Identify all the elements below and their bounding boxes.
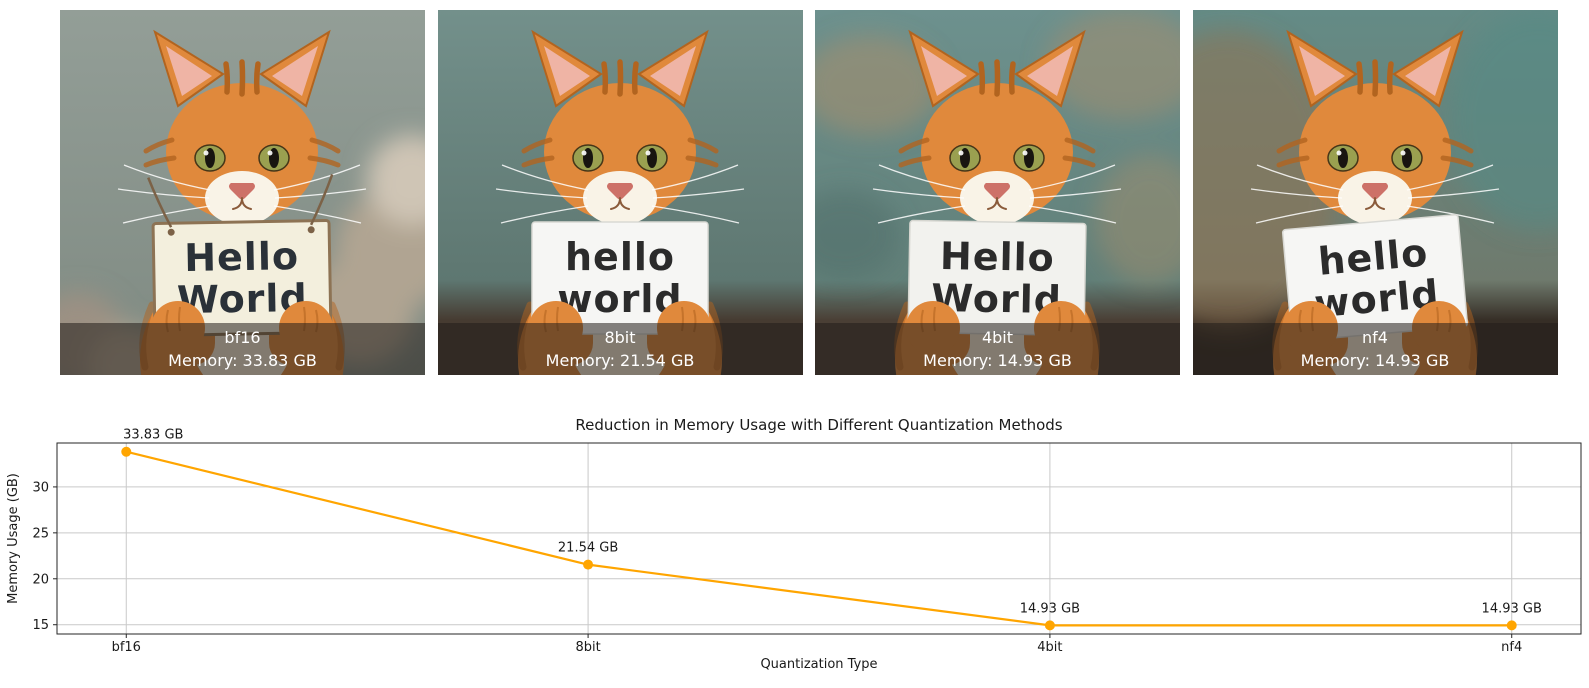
caption-memory: Memory: 14.93 GB [923,351,1072,370]
caption-memory: Memory: 14.93 GB [1300,351,1450,370]
cat-nose [606,183,633,200]
cat-eyes [194,144,290,172]
data-point-label: 21.54 GB [558,541,618,556]
data-point-label: 14.93 GB [1020,601,1080,616]
plot-border [56,442,1582,635]
image-panel-nf4: hello world nf4 Memory: 14.93 GB [1192,10,1558,375]
caption-quant-name: 4bit [981,328,1014,347]
gridlines [57,443,1581,634]
cat-nose [229,183,255,200]
y-axis-label-group: Memory Usage (GB) [6,473,21,604]
cat-photo-8bit: hello world [437,10,803,375]
sign-text-line1: hello [565,235,675,279]
x-tick-label: bf16 [112,640,141,655]
data-point-nf4 [1506,620,1517,631]
cat-eyes [571,144,668,172]
y-axis-label: Memory Usage (GB) [6,473,21,604]
cat-whiskers [872,164,1122,224]
cat-eyes [949,144,1045,172]
cat-nose [984,183,1010,200]
memory-usage-chart: Reduction in Memory Usage with Different… [0,400,1589,688]
data-point-4bit [1044,620,1055,631]
memory-line-series [126,450,1512,627]
data-point-label: 14.93 GB [1482,601,1542,616]
x-axis-label: Quantization Type [760,657,877,672]
cat-whiskers [1250,164,1499,224]
chart-title: Reduction in Memory Usage with Different… [575,416,1062,434]
cat-whiskers [495,164,744,224]
caption-memory: Memory: 21.54 GB [545,351,695,370]
image-grid: Hello World bf16 Memory: 33.83 GB [60,10,1558,375]
data-points: 33.83 GB 21.54 GB 14.93 GB 14.93 GB [121,428,1542,631]
hello-world-sign: hello world [530,221,709,335]
cat-head [921,83,1073,221]
sign-text-line1: Hello [184,234,299,280]
x-tick-label: 4bit [1037,640,1062,655]
image-panel-4bit: Hello World 4bit Memory: 14.93 GB [815,10,1180,375]
cat-photo-bf16: Hello World [60,10,425,375]
image-panel-bf16: Hello World bf16 Memory: 33.83 GB [60,10,425,375]
caption-quant-name: nf4 [1362,328,1388,347]
data-point-label: 33.83 GB [123,428,183,443]
y-tick-label: 30 [32,480,49,495]
data-point-8bit [583,559,594,570]
caption-nf4: nf4 Memory: 14.93 GB [1192,323,1558,375]
hello-world-sign: Hello World [907,219,1087,337]
caption-bf16: bf16 Memory: 33.83 GB [60,323,425,375]
cat-photo-4bit: Hello World [815,10,1180,375]
image-panel-8bit: hello world 8bit Memory: 21.54 GB [437,10,803,375]
data-point-bf16 [121,446,132,457]
axis-ticks: 15 20 25 30 bf16 8bit 4bit nf4 [32,480,1522,655]
cat-head [543,83,696,221]
sign-text-line1: Hello [940,234,1055,280]
caption-8bit: 8bit Memory: 21.54 GB [437,323,803,375]
y-tick-label: 20 [32,572,49,587]
cat-head [166,83,318,221]
caption-quant-name: bf16 [224,328,261,347]
x-tick-label: nf4 [1501,640,1522,655]
caption-memory: Memory: 33.83 GB [168,351,317,370]
cat-head [1298,83,1451,221]
caption-4bit: 4bit Memory: 14.93 GB [815,323,1180,375]
cat-photo-nf4: hello world [1192,10,1558,375]
y-tick-label: 25 [32,526,49,541]
cat-nose [1361,183,1388,200]
x-tick-label: 8bit [575,640,600,655]
caption-quant-name: 8bit [604,328,636,347]
memory-chart-svg: Reduction in Memory Usage with Different… [6,416,1582,672]
cat-eyes [1326,144,1423,172]
sign-text-line1: hello [1316,230,1429,283]
y-tick-label: 15 [32,618,49,633]
